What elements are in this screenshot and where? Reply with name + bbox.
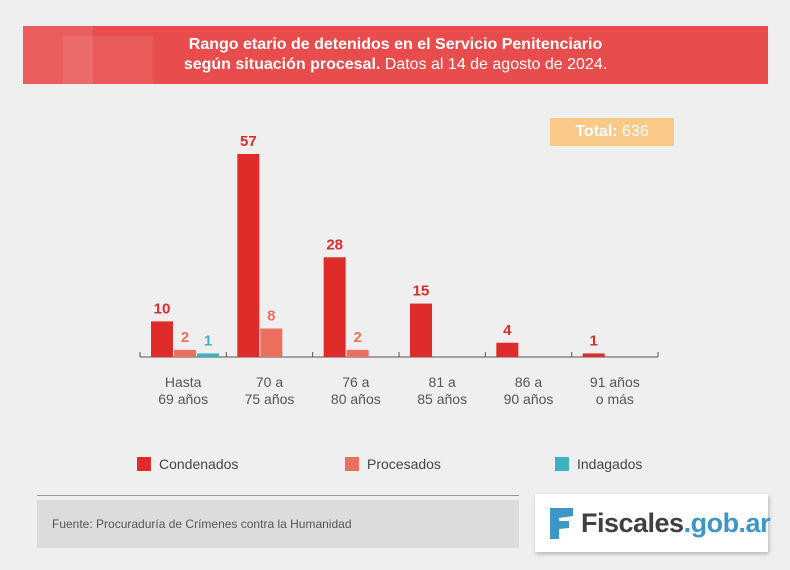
banner-decoration xyxy=(23,26,93,84)
total-badge: Total: 636 xyxy=(550,118,674,146)
category-label-5: 91 años xyxy=(590,374,640,390)
title-line-2-rest: Datos al 14 de agosto de 2024. xyxy=(380,56,608,73)
legend-swatch-procesados xyxy=(345,457,359,471)
legend-label-indagados: Indagados xyxy=(577,456,643,472)
category-label-3: 85 años xyxy=(417,391,467,407)
chart-title: Rango etario de detenidos en el Servicio… xyxy=(23,35,768,75)
data-label-condenados-3: 15 xyxy=(413,283,430,300)
logo-domain: .gob.ar xyxy=(683,508,771,538)
category-label-1: 70 a xyxy=(256,374,283,390)
category-label-1: 75 años xyxy=(245,391,295,407)
category-label-4: 90 años xyxy=(504,391,554,407)
bar-procesados-2 xyxy=(346,349,369,357)
banner-decoration xyxy=(63,36,153,84)
bar-condenados-5 xyxy=(582,353,605,357)
category-label-4: 86 a xyxy=(515,374,542,390)
data-label-procesados-0: 2 xyxy=(181,329,189,346)
bar-condenados-4 xyxy=(496,342,519,357)
fiscales-logo: Fiscales.gob.ar xyxy=(535,494,771,552)
legend-swatch-indagados xyxy=(555,457,569,471)
legend-item-condenados: Condenados xyxy=(137,455,238,473)
bar-condenados-2 xyxy=(323,257,346,357)
source-divider xyxy=(37,495,519,496)
category-label-0: Hasta xyxy=(165,374,202,390)
bar-condenados-3 xyxy=(410,303,432,357)
legend-item-procesados: Procesados xyxy=(345,455,441,473)
logo-brand: Fiscales xyxy=(581,508,684,538)
bar-procesados-1 xyxy=(260,328,283,357)
data-label-condenados-0: 10 xyxy=(154,300,171,317)
total-label: Total: xyxy=(575,123,618,140)
legend-swatch-condenados xyxy=(137,457,151,471)
category-label-2: 76 a xyxy=(342,374,369,390)
data-label-procesados-1: 8 xyxy=(267,308,275,325)
title-line-2-bold: según situación procesal. xyxy=(183,56,381,73)
data-label-indagados-0: 1 xyxy=(204,332,212,349)
legend-label-condenados: Condenados xyxy=(159,456,239,472)
category-label-5: o más xyxy=(596,391,634,407)
legend-item-indagados: Indagados xyxy=(555,455,642,473)
source-note: Fuente: Procuraduría de Crímenes contra … xyxy=(37,500,519,548)
category-label-2: 80 años xyxy=(331,391,381,407)
bar-condenados-0 xyxy=(151,321,173,357)
title-banner: Rango etario de detenidos en el Servicio… xyxy=(23,26,768,84)
data-label-condenados-4: 4 xyxy=(503,322,512,339)
data-label-condenados-5: 1 xyxy=(589,332,597,349)
data-label-condenados-1: 57 xyxy=(240,133,257,150)
title-line-1: Rango etario de detenidos en el Servicio… xyxy=(188,36,603,53)
fiscales-flag-icon xyxy=(550,508,573,539)
logo-text: Fiscales.gob.ar xyxy=(581,506,771,540)
total-value: 636 xyxy=(622,123,649,140)
category-label-0: 69 años xyxy=(158,391,208,407)
legend-label-procesados: Procesados xyxy=(367,456,441,472)
category-label-3: 81 a xyxy=(429,374,456,390)
bar-condenados-1 xyxy=(237,154,260,357)
bar-indagados-0 xyxy=(197,353,219,357)
bar-procesados-0 xyxy=(174,349,196,357)
data-label-condenados-2: 28 xyxy=(326,236,343,253)
data-label-procesados-2: 2 xyxy=(353,329,361,346)
